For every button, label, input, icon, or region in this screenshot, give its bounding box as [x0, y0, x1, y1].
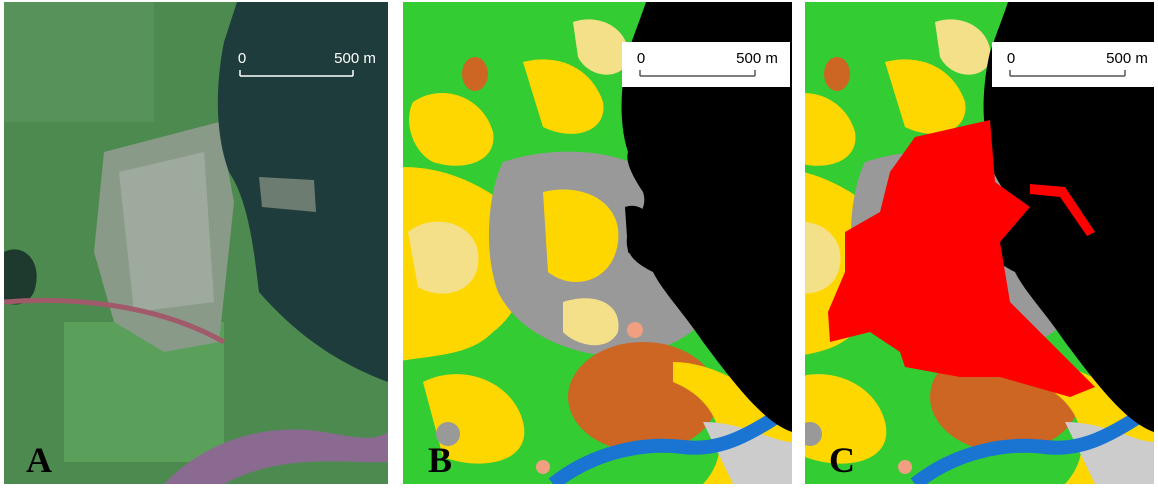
scale-start: 0 [637, 50, 645, 67]
scale-bar-b: 0 500 m [622, 42, 790, 87]
scale-bar-c: 0 500 m [992, 42, 1154, 87]
panel-label: A [26, 440, 52, 480]
scale-end: 500 m [334, 50, 376, 67]
panel-label: B [428, 440, 452, 480]
panel-a [4, 2, 388, 484]
scale-start: 0 [238, 50, 246, 67]
panel-label: C [829, 440, 855, 480]
scale-end: 500 m [736, 50, 778, 67]
page: 0 500 m 0 500 m 0 500 m A B C (() => { c… [0, 0, 1158, 488]
scale-end: 500 m [1106, 50, 1148, 67]
figure: 0 500 m 0 500 m 0 500 m A B C [0, 0, 1158, 488]
scale-start: 0 [1007, 50, 1015, 67]
